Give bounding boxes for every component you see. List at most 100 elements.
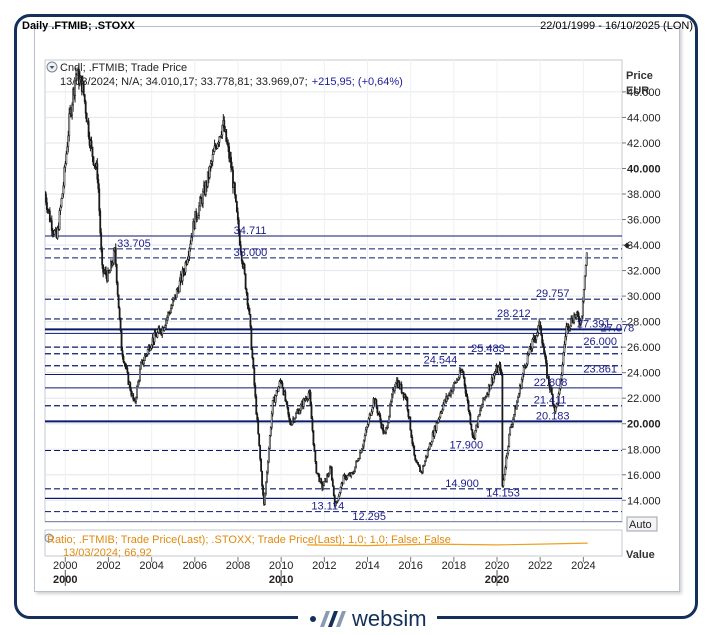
candle-body <box>472 434 475 438</box>
x-tick-label: 2024 <box>571 560 595 572</box>
x-major-tick-label: 2010 <box>269 574 293 586</box>
candle-body <box>97 178 100 190</box>
chart-title: Daily .FTMIB; .STOXX <box>22 20 135 32</box>
candle-body <box>542 342 545 348</box>
ratio-label: Ratio; .FTMIB; Trade Price(Last); .STOXX… <box>47 534 451 546</box>
candle-body <box>115 264 118 283</box>
candle-body <box>543 346 545 354</box>
candle-body <box>365 426 368 431</box>
candle-body <box>537 325 540 333</box>
time-axis[interactable]: 2000 2002 2004 2006 2008 2010 2012 2014 2016 2018… <box>53 557 596 586</box>
candle-body <box>312 430 315 446</box>
candle-body <box>53 230 56 235</box>
candle-body <box>258 433 261 446</box>
candle-body <box>471 429 474 436</box>
candle-body <box>170 307 172 314</box>
candle-body <box>489 384 492 390</box>
candle-body <box>409 416 412 431</box>
candle-layer <box>45 64 588 508</box>
candle-body <box>302 398 305 407</box>
brand-name: websim <box>352 606 427 631</box>
candle-body <box>514 406 516 415</box>
candle-body <box>186 259 189 265</box>
candle-body <box>291 421 294 426</box>
candle-body <box>330 467 333 481</box>
ratio-series-line <box>307 542 588 547</box>
candle-body <box>225 129 228 142</box>
ratio-toggle-icon[interactable] <box>44 533 54 543</box>
candle-body <box>63 166 66 187</box>
plot-area[interactable] <box>44 59 623 523</box>
candle-body <box>253 367 256 386</box>
candle-body <box>389 404 391 417</box>
candle-body <box>464 385 467 394</box>
candle-body <box>391 389 394 396</box>
candle-body <box>289 419 292 425</box>
candle-body <box>331 479 334 487</box>
price-axis[interactable]: 14.000 16.000 18.000 20.000 22.000 24.000 26.0… <box>622 87 661 507</box>
candle-body <box>166 317 169 321</box>
candle-body <box>250 326 253 350</box>
candle-body <box>477 415 480 427</box>
candle-body <box>393 386 396 392</box>
candle-body <box>277 386 280 392</box>
candle-body <box>382 424 385 434</box>
candle-body <box>67 135 70 148</box>
candle-body <box>109 270 111 274</box>
level-label: 21.411 <box>534 395 567 407</box>
legend-change: +215,95; (+0,64%) <box>312 76 403 88</box>
candle-body <box>58 210 61 230</box>
candle-body <box>581 300 584 317</box>
candle-body <box>458 370 461 378</box>
candle-body <box>294 417 296 422</box>
level-label: 14.900 <box>445 478 479 490</box>
candle-body <box>585 252 588 266</box>
candle-body <box>414 454 417 461</box>
candle-body <box>266 461 269 473</box>
candle-body <box>98 188 101 212</box>
level-label: 27.078 <box>601 322 635 334</box>
candle-body <box>520 379 523 389</box>
candle-body <box>552 403 555 406</box>
candle-body <box>544 352 546 357</box>
candle-body <box>238 232 241 246</box>
level-label: 23.861 <box>583 363 617 375</box>
level-label: 25.483 <box>471 343 505 355</box>
candle-body <box>92 156 95 166</box>
candle-body <box>137 381 139 387</box>
candle-body <box>202 191 204 204</box>
candle-body <box>428 443 431 450</box>
candle-body <box>59 206 62 211</box>
ratio-panel[interactable] <box>44 529 623 557</box>
chart-date-range: 22/01/1999 - 16/10/2025 (LON) <box>540 20 693 32</box>
candle-body <box>522 367 525 375</box>
candle-body <box>437 418 440 423</box>
candle-body <box>333 495 336 507</box>
candle-body <box>218 136 221 143</box>
level-label: 28.212 <box>497 308 531 320</box>
candle-body <box>156 332 159 338</box>
candle-body <box>105 270 107 276</box>
candle-body <box>211 154 214 162</box>
candle-body <box>555 403 558 408</box>
candle-body <box>501 373 504 487</box>
candle-body <box>107 270 109 282</box>
candle-body <box>554 406 557 412</box>
candle-body <box>493 372 496 377</box>
candle-body <box>310 404 313 419</box>
candle-body <box>56 227 59 239</box>
ratio-value: 13/03/2024; 66,92 <box>63 547 152 559</box>
candle-body <box>78 77 81 85</box>
candle-body <box>45 193 47 203</box>
candle-body <box>387 422 389 429</box>
candle-body <box>153 332 156 343</box>
auto-scale-button[interactable]: Auto <box>626 516 658 532</box>
candle-body <box>342 475 345 485</box>
level-label: 17.900 <box>450 440 484 452</box>
candle-body <box>60 198 63 208</box>
candle-body <box>438 416 441 420</box>
candle-body <box>368 413 371 419</box>
candle-body <box>558 388 561 395</box>
candle-body <box>525 363 528 367</box>
